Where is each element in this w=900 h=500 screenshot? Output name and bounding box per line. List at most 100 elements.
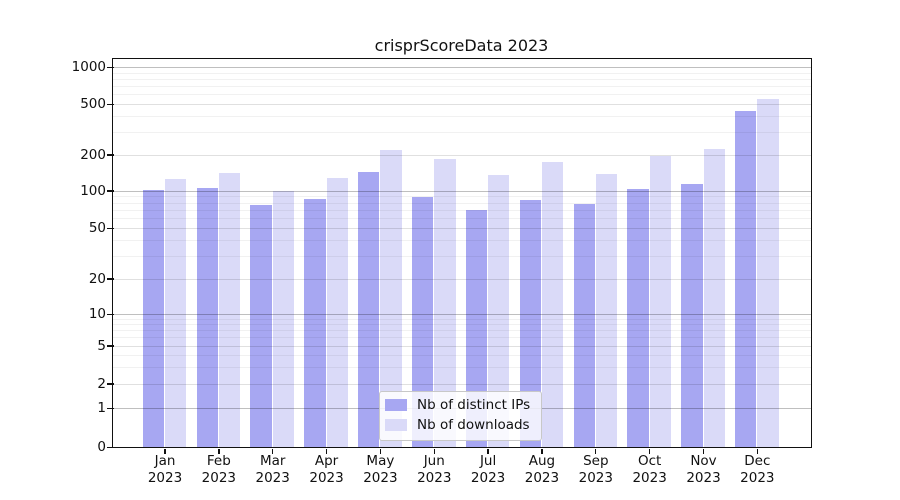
x-tick-mark [648, 448, 651, 455]
x-tick-year: 2023 [201, 470, 237, 486]
legend: Nb of distinct IPs Nb of downloads [379, 390, 543, 441]
x-tick-year: 2023 [147, 470, 183, 486]
x-tick-label: Oct 2023 [618, 453, 682, 488]
x-tick-month: May [366, 452, 395, 469]
x-tick-mark [379, 448, 382, 455]
minor-gridline [113, 79, 811, 81]
y-tick-label: 500 [80, 95, 106, 112]
x-tick-month: Jun [423, 452, 445, 469]
x-tick-label: Jun 2023 [402, 453, 466, 488]
bar-jun-distinct-ips [412, 196, 434, 447]
x-tick-month: Oct [637, 452, 662, 469]
x-tick-label: Dec 2023 [725, 453, 789, 488]
x-tick-mark [541, 448, 543, 455]
x-tick-year: 2023 [740, 470, 775, 486]
minor-gridline [113, 354, 811, 356]
major-gridline [113, 67, 811, 69]
y-tick-label: 0 [97, 438, 106, 455]
x-tick-mark [756, 448, 759, 455]
x-tick-mark [325, 448, 328, 455]
bar-oct-distinct-ips [627, 189, 649, 447]
bar-nov-distinct-ips [681, 183, 703, 447]
minor-gridline [113, 202, 811, 204]
y-tick-label: 100 [80, 182, 106, 199]
x-tick-month: Jul [479, 452, 497, 469]
minor-gridline [113, 218, 811, 220]
x-tick-mark [218, 448, 220, 455]
y-tick-mark [106, 190, 114, 192]
y-tick-label: 200 [80, 146, 106, 163]
legend-label: Nb of downloads [417, 417, 530, 433]
bar-aug-downloads [542, 162, 564, 447]
y-tick-mark [106, 103, 114, 105]
bar-may-distinct-ips [358, 172, 380, 447]
x-tick-label: Sep 2023 [564, 453, 628, 488]
major-gridline [113, 154, 811, 156]
x-tick-mark [487, 448, 489, 455]
y-tick-label: 10 [88, 306, 106, 322]
bar-jan-downloads [165, 178, 187, 447]
bar-feb-downloads [218, 173, 241, 447]
x-tick-mark [595, 448, 597, 455]
major-gridline [113, 278, 811, 280]
y-tick-mark [106, 227, 114, 229]
x-tick-month: Dec [744, 452, 771, 469]
y-tick-mark [106, 154, 114, 156]
x-tick-mark [164, 448, 166, 455]
legend-swatch-distinct-ips [385, 399, 407, 411]
legend-row: Nb of downloads [385, 417, 530, 434]
major-gridline [113, 103, 811, 105]
y-tick-mark [106, 313, 114, 316]
bar-jan-distinct-ips [142, 189, 165, 447]
bar-jun-downloads [434, 158, 456, 447]
x-tick-year: 2023 [363, 470, 398, 486]
bar-mar-distinct-ips [250, 205, 272, 447]
y-tick-mark [106, 407, 114, 409]
bar-sep-downloads [595, 173, 618, 447]
bar-mar-downloads [272, 190, 295, 447]
x-tick-year: 2023 [309, 470, 344, 486]
x-tick-month: Jan [154, 452, 176, 469]
x-tick-year: 2023 [524, 470, 560, 486]
bar-feb-distinct-ips [196, 188, 218, 447]
x-tick-month: Feb [206, 452, 231, 469]
x-tick-year: 2023 [417, 470, 452, 486]
x-tick-year: 2023 [632, 470, 667, 486]
bar-nov-downloads [703, 149, 725, 447]
bar-dec-distinct-ips [735, 110, 757, 447]
bar-jul-downloads [488, 174, 510, 447]
minor-gridline [113, 324, 811, 326]
major-gridline [113, 190, 811, 192]
x-tick-label: Feb 2023 [187, 453, 251, 488]
minor-gridline [113, 116, 811, 118]
chart-title: crisprScoreData 2023 [374, 36, 549, 55]
x-tick-mark [702, 448, 705, 455]
y-tick-label: 1 [97, 399, 106, 416]
bar-oct-downloads [649, 155, 672, 447]
x-tick-label: Aug 2023 [510, 453, 574, 488]
x-tick-label: Jan 2023 [133, 453, 197, 488]
legend-label: Nb of distinct IPs [417, 397, 531, 413]
x-tick-year: 2023 [578, 470, 613, 486]
legend-swatch-downloads [385, 419, 407, 431]
bar-dec-downloads [757, 98, 779, 447]
y-tick-mark [106, 383, 114, 385]
x-tick-label: May 2023 [348, 453, 412, 488]
minor-gridline [113, 196, 811, 198]
minor-gridline [113, 94, 811, 96]
minor-gridline [113, 240, 811, 242]
x-tick-year: 2023 [470, 470, 506, 486]
x-tick-year: 2023 [686, 470, 721, 486]
minor-gridline [113, 337, 811, 339]
legend-row: Nb of distinct IPs [385, 397, 530, 414]
y-tick-mark [106, 446, 114, 448]
x-tick-month: Apr [314, 452, 339, 469]
x-tick-year: 2023 [255, 470, 290, 486]
y-tick-label: 1000 [71, 59, 106, 76]
x-tick-label: Apr 2023 [295, 453, 359, 488]
major-gridline [113, 383, 811, 385]
x-tick-month: Mar [259, 452, 286, 469]
minor-gridline [113, 209, 811, 211]
bar-jul-distinct-ips [465, 209, 488, 447]
x-tick-mark [272, 448, 274, 455]
